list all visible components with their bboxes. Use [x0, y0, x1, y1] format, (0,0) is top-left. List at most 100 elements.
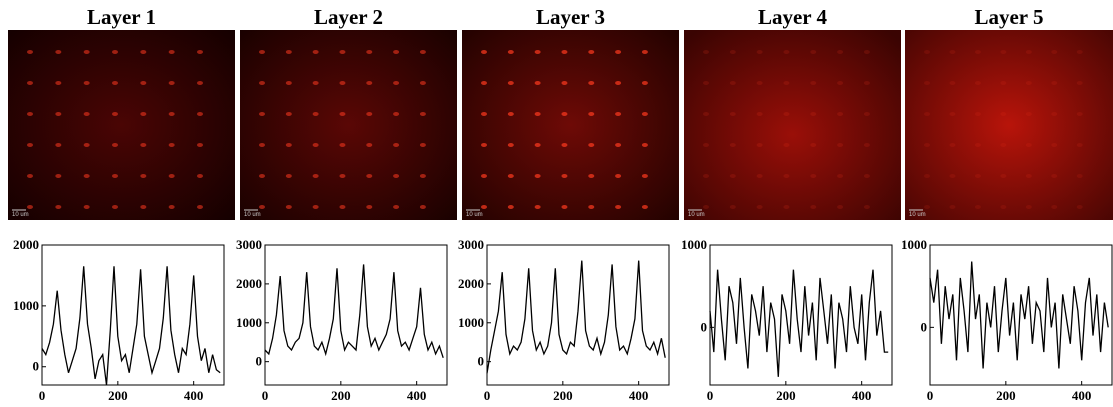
spot [924, 143, 930, 147]
plot-frame [486, 244, 670, 386]
spot [366, 112, 373, 116]
spot [366, 50, 373, 54]
spot [83, 81, 90, 85]
spot [588, 143, 595, 147]
spot [393, 112, 400, 116]
image-background [240, 30, 457, 220]
spot [534, 205, 541, 209]
spot [615, 205, 622, 209]
plot-frame [929, 244, 1113, 386]
spot [783, 174, 790, 178]
signal-line [486, 260, 666, 374]
spot [1076, 50, 1083, 54]
spot [197, 112, 203, 116]
spot [783, 81, 790, 85]
spot [810, 143, 817, 147]
spot [561, 205, 568, 209]
spot [1000, 174, 1007, 178]
spot [83, 50, 90, 54]
spot [259, 205, 265, 209]
y-tick-label: 2000 [236, 276, 262, 291]
spot [419, 205, 426, 209]
plot-frame [41, 244, 225, 386]
spot [83, 143, 90, 147]
spot [393, 143, 400, 147]
spot [756, 81, 763, 85]
spot [197, 143, 203, 147]
spot [481, 50, 487, 54]
spot [949, 50, 956, 54]
x-tick-label: 200 [331, 388, 351, 403]
spot [703, 50, 709, 54]
spot [534, 112, 541, 116]
spot [312, 143, 319, 147]
spot [588, 112, 595, 116]
spot [974, 174, 981, 178]
spot [756, 205, 763, 209]
spot [168, 50, 175, 54]
spot [837, 81, 844, 85]
spot [924, 81, 930, 85]
spot [949, 174, 956, 178]
spot [1025, 205, 1032, 209]
spot [615, 81, 622, 85]
spot [534, 143, 541, 147]
spot [140, 174, 147, 178]
spot [863, 143, 870, 147]
spot [393, 205, 400, 209]
spot [419, 112, 426, 116]
spot [112, 143, 118, 147]
spot [641, 143, 648, 147]
spot [259, 81, 265, 85]
y-tick-label: 1000 [901, 237, 927, 252]
spot [285, 174, 292, 178]
spot [507, 143, 514, 147]
microscope-image: 10 um [905, 30, 1113, 220]
x-tick-label: 400 [629, 388, 649, 403]
spot [729, 143, 736, 147]
spot [312, 50, 319, 54]
spot [974, 205, 981, 209]
x-tick-label: 200 [108, 388, 128, 403]
spot [703, 112, 709, 116]
panel-title: Layer 4 [758, 5, 828, 29]
spot [949, 205, 956, 209]
spot [140, 112, 147, 116]
spot [1025, 143, 1032, 147]
spot [83, 205, 90, 209]
x-tick-label: 400 [852, 388, 872, 403]
spot [83, 174, 90, 178]
spot [837, 50, 844, 54]
spot [1051, 81, 1058, 85]
plot-frame [709, 244, 893, 386]
microscope-image: 10 um [8, 30, 235, 220]
spot [924, 205, 930, 209]
panel-title: Layer 3 [536, 5, 605, 29]
spot [285, 81, 292, 85]
x-tick-label: 200 [776, 388, 796, 403]
spot [729, 174, 736, 178]
spot [1000, 112, 1007, 116]
spot [285, 50, 292, 54]
spot [259, 143, 265, 147]
spot [703, 205, 709, 209]
spot [588, 205, 595, 209]
spot [615, 50, 622, 54]
spot [641, 112, 648, 116]
y-tick-label: 1000 [236, 315, 262, 330]
spot [863, 205, 870, 209]
spot [1000, 205, 1007, 209]
spot [1000, 143, 1007, 147]
y-tick-label: 0 [701, 319, 708, 334]
image-background [8, 30, 235, 220]
spot [729, 81, 736, 85]
spot [27, 143, 33, 147]
spot [197, 81, 203, 85]
spot [974, 143, 981, 147]
y-tick-label: 0 [33, 359, 40, 374]
spot [312, 81, 319, 85]
y-tick-label: 1000 [13, 298, 39, 313]
spot [112, 112, 118, 116]
spot [339, 112, 346, 116]
